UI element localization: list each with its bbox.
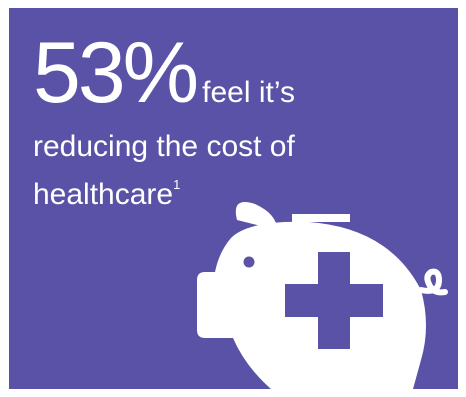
stat-value: 53% bbox=[33, 25, 199, 121]
medical-cross-icon bbox=[285, 252, 383, 349]
footnote-marker: 1 bbox=[173, 177, 181, 192]
headline-text-1: feel it’s bbox=[202, 76, 295, 109]
headline-line-2: reducing the cost of bbox=[33, 130, 295, 163]
headline-text-3: healthcare bbox=[33, 178, 174, 211]
stat-card: 53% feel it’s reducing the cost of health… bbox=[9, 8, 458, 389]
piggy-ear bbox=[235, 202, 277, 230]
piggy-coin-slot bbox=[292, 214, 350, 222]
headline-line-1: 53% feel it’s bbox=[33, 30, 433, 116]
piggy-eye bbox=[243, 256, 255, 268]
headline-line-3: healthcare1 bbox=[33, 178, 180, 210]
piggy-bank-medical-cross-icon bbox=[197, 202, 448, 389]
piggy-tail bbox=[418, 268, 448, 296]
